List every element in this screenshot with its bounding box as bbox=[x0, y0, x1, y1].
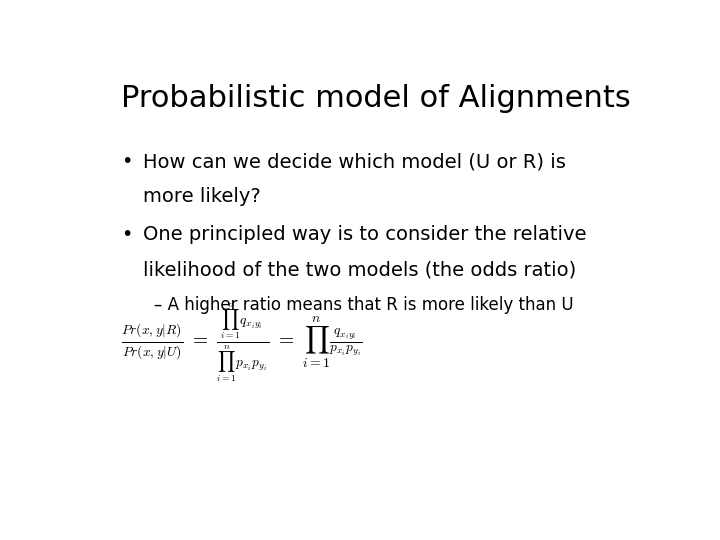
Text: One principled way is to consider the relative: One principled way is to consider the re… bbox=[143, 225, 587, 244]
Text: more likely?: more likely? bbox=[143, 187, 261, 206]
Text: $\frac{Pr(x,y|R)}{Pr(x,y|U)}$$\ =\ \frac{\prod_{i=1}^{n} q_{x_i y_i}}{\prod_{i=1: $\frac{Pr(x,y|R)}{Pr(x,y|U)}$$\ =\ \frac… bbox=[121, 302, 363, 384]
Text: Probabilistic model of Alignments: Probabilistic model of Alignments bbox=[121, 84, 631, 112]
Text: •: • bbox=[121, 225, 132, 244]
Text: – A higher ratio means that R is more likely than U: – A higher ratio means that R is more li… bbox=[154, 295, 574, 314]
Text: likelihood of the two models (the odds ratio): likelihood of the two models (the odds r… bbox=[143, 260, 576, 279]
Text: How can we decide which model (U or R) is: How can we decide which model (U or R) i… bbox=[143, 152, 566, 171]
Text: •: • bbox=[121, 152, 132, 171]
